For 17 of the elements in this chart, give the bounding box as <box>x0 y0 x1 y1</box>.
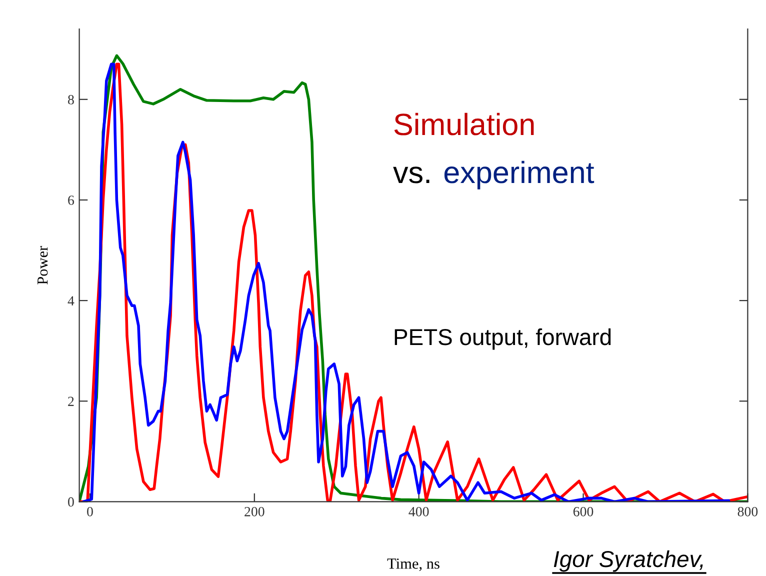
x-axis-title: Time, ns <box>387 558 440 571</box>
annotation: experiment <box>444 160 594 190</box>
x-tick-label: 200 <box>244 506 264 516</box>
y-axis-title: Power <box>38 246 48 284</box>
y-tick-label: 8 <box>68 94 74 104</box>
y-tick-label: 6 <box>68 196 74 205</box>
annotation: Simulation <box>394 112 534 136</box>
y-tick-label: 2 <box>68 396 74 406</box>
x-tick-label: 800 <box>738 506 758 516</box>
text: Igor Syratchev, <box>554 550 703 572</box>
y-tick-label: 0 <box>68 497 74 507</box>
x-tick-label: 600 <box>573 506 594 516</box>
annotation: vs. <box>393 166 430 184</box>
annotation: PETS output, forward <box>394 328 611 350</box>
x-tick-label: 0 <box>87 506 93 516</box>
x-tick-label: 400 <box>408 506 429 516</box>
y-tick-label: 4 <box>68 296 74 306</box>
